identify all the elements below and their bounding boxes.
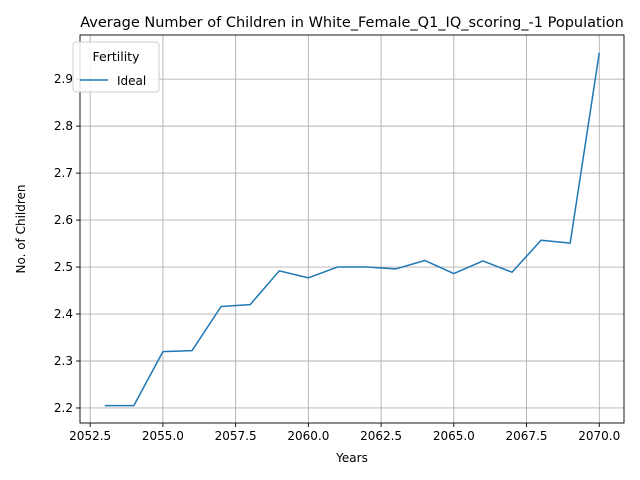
chart-title: Average Number of Children in White_Fema… — [80, 15, 624, 31]
y-tick-label: 2.7 — [54, 166, 73, 180]
y-tick-label: 2.9 — [54, 72, 73, 86]
series-layer — [104, 52, 601, 407]
x-tick-label: 2060.0 — [287, 429, 329, 443]
legend: Fertility Ideal — [72, 41, 160, 93]
y-axis-label: No. of Children — [14, 184, 28, 273]
legend-title: Fertility — [93, 49, 141, 64]
plot-frame — [79, 34, 625, 424]
y-tick-label: 2.4 — [54, 307, 73, 321]
x-tick-label: 2052.5 — [69, 429, 111, 443]
y-tick-label: 2.3 — [54, 354, 73, 368]
x-tick-label: 2055.0 — [142, 429, 184, 443]
x-tick-label: 2067.5 — [506, 429, 548, 443]
y-tick-label: 2.5 — [54, 260, 73, 274]
grid-layer — [80, 35, 624, 423]
series-line-ideal — [104, 52, 601, 407]
y-tick-label: 2.2 — [54, 401, 73, 415]
legend-label-ideal: Ideal — [117, 74, 146, 88]
y-tick-label: 2.8 — [54, 119, 73, 133]
x-tick-label: 2057.5 — [215, 429, 257, 443]
ticks-layer: 2052.5 2055.0 2057.5 2060.0 2062.5 2065.0 2067… — [54, 72, 620, 443]
y-tick-label: 2.6 — [54, 213, 73, 227]
x-axis-label: Years — [335, 451, 368, 465]
x-tick-label: 2065.0 — [433, 429, 475, 443]
x-tick-label: 2070.0 — [578, 429, 620, 443]
x-tick-label: 2062.5 — [360, 429, 402, 443]
